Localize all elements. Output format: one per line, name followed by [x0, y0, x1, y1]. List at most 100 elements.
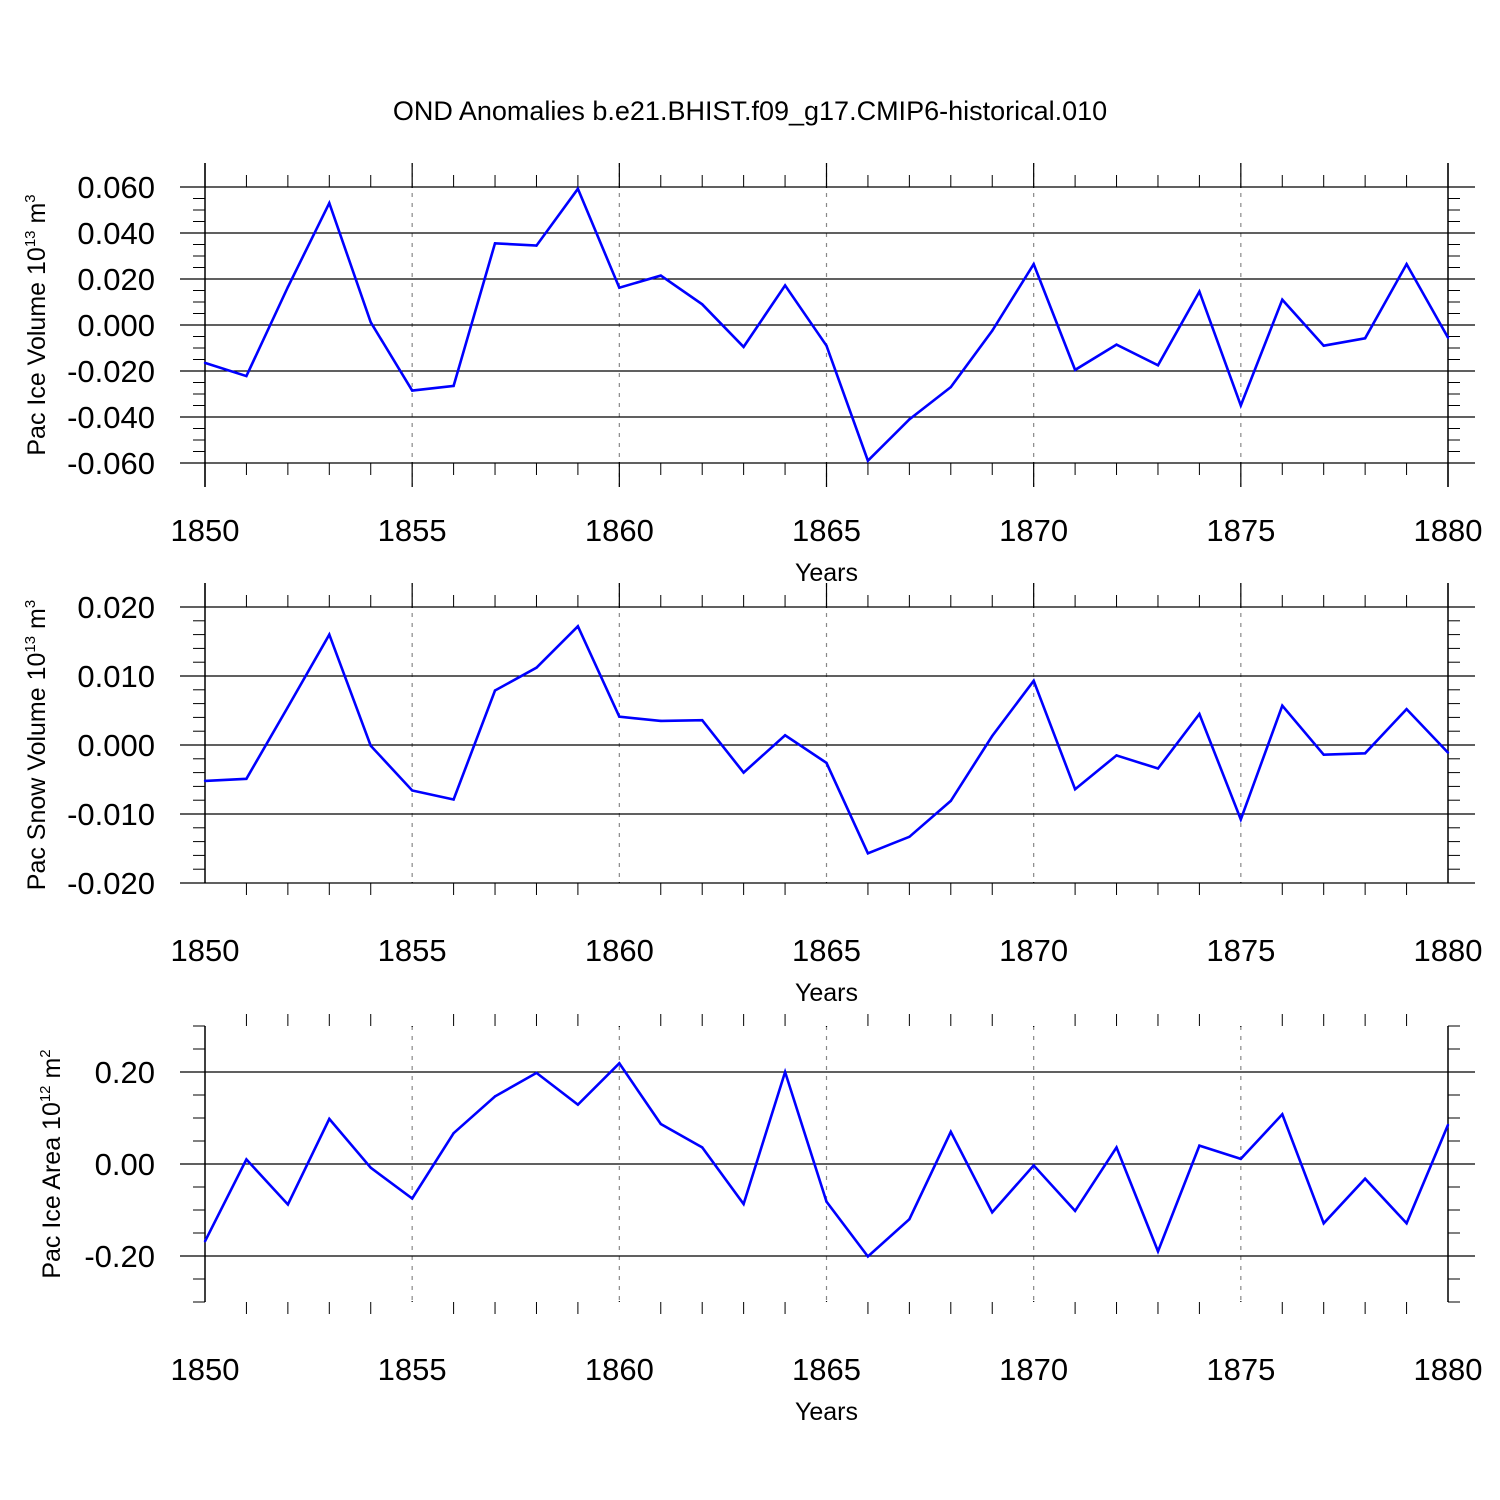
x-tick-label: 1850: [171, 1352, 240, 1387]
x-tick-label: 1850: [171, 933, 240, 968]
data-point: [1405, 262, 1408, 266]
data-point: [908, 1218, 911, 1221]
data-point: [949, 385, 952, 389]
data-point: [1239, 404, 1243, 407]
data-point: [369, 744, 372, 747]
data-point: [1322, 344, 1325, 347]
data-point: [1405, 1222, 1408, 1225]
data-point: [1446, 336, 1450, 339]
data-point: [825, 1200, 828, 1203]
data-point: [328, 1117, 331, 1121]
data-point: [203, 1240, 207, 1243]
x-axis-label: Years: [795, 979, 858, 1007]
data-point: [742, 771, 745, 774]
data-point: [866, 1255, 870, 1258]
y-tick-label: -0.20: [84, 1239, 155, 1274]
y-tick-label: 0.20: [95, 1055, 155, 1090]
y-tick-label: -0.020: [67, 866, 155, 901]
data-point: [1322, 1222, 1325, 1225]
y-axis-label: Pac Ice Area 1012 m2: [37, 1049, 66, 1278]
data-point: [203, 361, 207, 365]
data-point: [783, 1070, 787, 1074]
x-tick-label: 1880: [1414, 1352, 1483, 1387]
data-point: [908, 418, 911, 421]
data-point: [1032, 1164, 1035, 1167]
data-point: [991, 734, 994, 738]
data-point: [866, 852, 870, 855]
y-axis-label: Pac Snow Volume 1013 m3: [22, 600, 51, 890]
x-tick-label: 1855: [378, 1352, 447, 1387]
data-point: [245, 374, 248, 378]
data-point: [245, 777, 248, 781]
data-point: [1156, 767, 1160, 770]
data-point: [328, 633, 331, 636]
data-point: [659, 719, 662, 723]
panel-2: -0.020 -0.010 0.000 0.010 0.020 1850 1855 1860 1…: [22, 583, 1482, 1007]
data-point: [742, 1202, 745, 1206]
data-point: [1198, 712, 1201, 716]
data-point: [576, 1103, 580, 1106]
data-point: [1115, 754, 1118, 757]
data-point: [1073, 787, 1077, 791]
y-tick-label: -0.060: [67, 446, 155, 481]
y-axis-label: Pac Ice Volume 1013 m3: [22, 194, 51, 455]
x-tick-label: 1855: [378, 933, 447, 968]
data-point: [1073, 368, 1077, 372]
data-point: [783, 734, 787, 737]
y-tick-label: -0.020: [67, 354, 155, 389]
x-tick-label: 1850: [171, 513, 240, 548]
data-point: [369, 321, 372, 324]
data-point: [1198, 290, 1201, 293]
x-tick-label: 1865: [792, 933, 861, 968]
x-tick-label: 1875: [1206, 1352, 1275, 1387]
data-point: [1239, 818, 1243, 821]
data-point: [783, 284, 787, 287]
y-tick-label: 0.020: [77, 590, 155, 625]
x-tick-label: 1880: [1414, 933, 1483, 968]
data-point: [535, 1071, 538, 1075]
data-point: [286, 705, 290, 709]
data-point: [452, 1131, 455, 1135]
data-point: [1115, 343, 1118, 346]
y-tick-label: 0.020: [77, 262, 155, 297]
data-point: [701, 718, 704, 722]
data-point: [1363, 337, 1367, 340]
data-point: [949, 1130, 952, 1134]
data-point: [908, 835, 911, 838]
x-tick-label: 1875: [1206, 933, 1275, 968]
data-point: [949, 799, 952, 803]
data-point: [659, 1122, 662, 1126]
x-axis-label: Years: [795, 1398, 858, 1426]
data-point: [825, 344, 828, 347]
x-tick-label: 1865: [792, 513, 861, 548]
data-point: [659, 274, 662, 277]
data-series-line: [204, 624, 1449, 855]
y-tick-label: 0.000: [77, 728, 155, 763]
data-point: [203, 779, 207, 783]
data-point: [493, 1095, 497, 1098]
x-tick-label: 1865: [792, 1352, 861, 1387]
data-point: [452, 384, 455, 388]
x-tick-label: 1860: [585, 933, 654, 968]
data-point: [1032, 679, 1035, 683]
data-point: [1239, 1157, 1243, 1161]
data-point: [245, 1158, 248, 1161]
data-point: [1446, 751, 1450, 754]
y-tick-label: 0.000: [77, 308, 155, 343]
y-tick-label: 0.00: [95, 1147, 155, 1182]
data-point: [410, 789, 414, 792]
data-point: [1446, 1123, 1450, 1127]
y-tick-label: -0.010: [67, 797, 155, 832]
panel-3: -0.20 0.00 0.20 1850 1855 1860 1865 1870 1875 188…: [37, 1014, 1482, 1426]
figure-title: OND Anomalies b.e21.BHIST.f09_g17.CMIP6-…: [392, 96, 1108, 126]
data-point: [1032, 262, 1035, 266]
data-point: [493, 689, 497, 692]
data-point: [1281, 1113, 1284, 1116]
data-point: [1073, 1209, 1077, 1213]
data-point: [825, 761, 828, 765]
data-point: [1156, 1250, 1160, 1253]
panel-1: -0.060 -0.040 -0.020 0.000 0.020 0.040 0.060 18…: [22, 163, 1482, 587]
data-point: [452, 798, 455, 801]
x-axis-label: Years: [795, 559, 858, 587]
